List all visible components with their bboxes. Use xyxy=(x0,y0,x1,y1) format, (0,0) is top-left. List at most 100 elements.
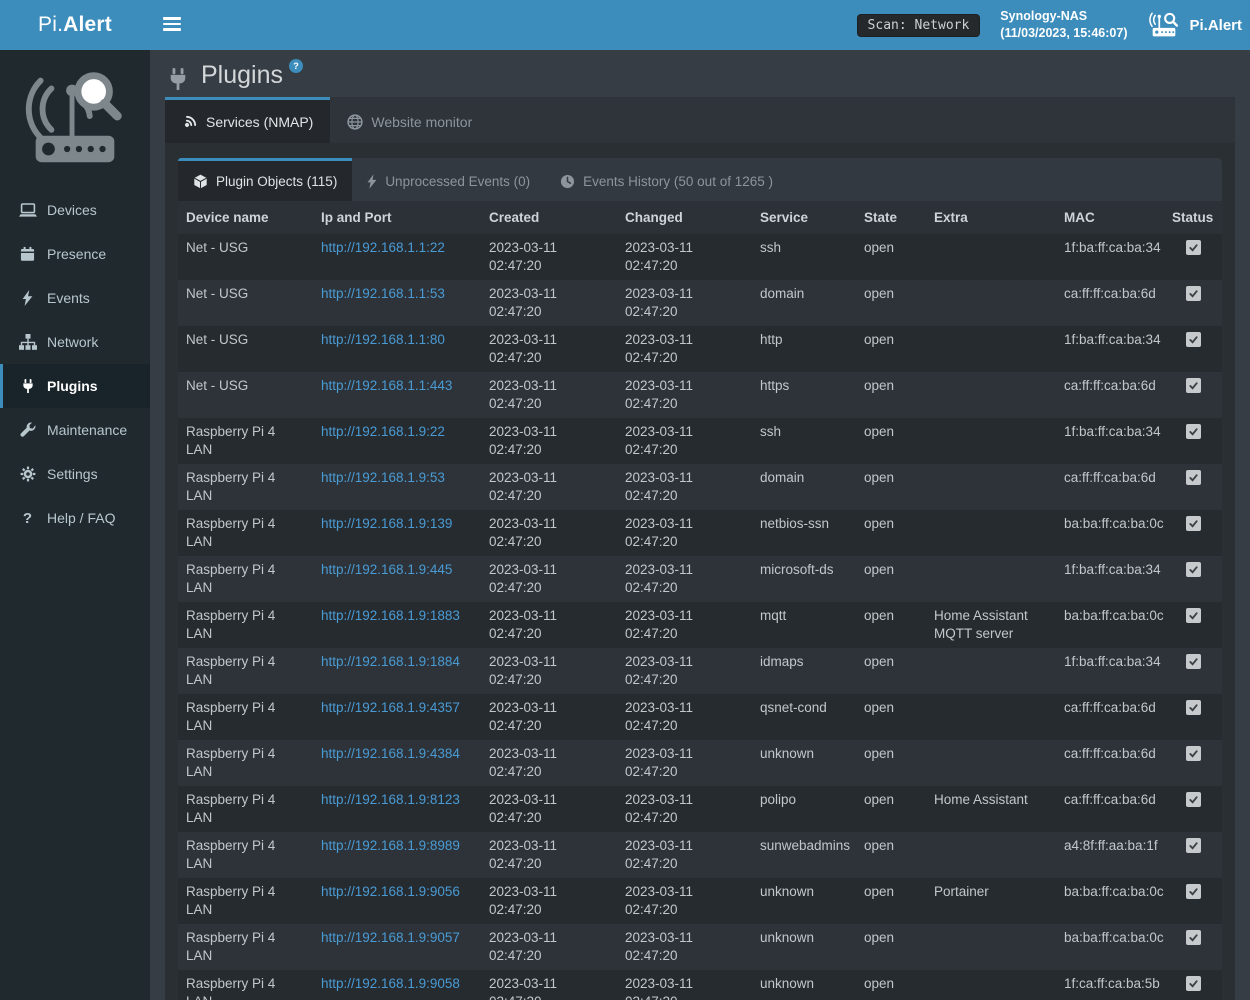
plug-icon xyxy=(167,67,189,96)
ip-port-link[interactable]: http://192.168.1.9:4384 xyxy=(321,746,460,761)
device-name-cell: Raspberry Pi 4 LAN xyxy=(186,746,276,779)
col-state: State xyxy=(856,201,926,234)
sitemap-icon xyxy=(18,334,37,351)
ip-port-link[interactable]: http://192.168.1.9:1884 xyxy=(321,654,460,669)
sidebar-toggle-icon[interactable] xyxy=(163,17,181,33)
ip-port-link[interactable]: http://192.168.1.9:9056 xyxy=(321,884,460,899)
ip-port-link[interactable]: http://192.168.1.1:22 xyxy=(321,240,445,255)
ip-port-link[interactable]: http://192.168.1.9:53 xyxy=(321,470,445,485)
status-checkbox[interactable] xyxy=(1185,562,1201,577)
sidebar-item-help[interactable]: ? Help / FAQ xyxy=(0,496,150,540)
help-badge[interactable]: ? xyxy=(289,59,303,73)
ip-port-link[interactable]: http://192.168.1.9:139 xyxy=(321,516,453,531)
service-cell: polipo xyxy=(760,792,797,807)
changed-cell: 2023-03-11 02:47:20 xyxy=(625,838,694,871)
status-cell xyxy=(1164,372,1222,418)
status-cell xyxy=(1164,878,1222,924)
sidebar-item-settings[interactable]: Settings xyxy=(0,452,150,496)
tab-services-nmap[interactable]: Services (NMAP) xyxy=(165,97,331,143)
status-checkbox[interactable] xyxy=(1185,608,1201,623)
subtab-unprocessed-events[interactable]: Unprocessed Events (0) xyxy=(352,158,545,201)
status-cell xyxy=(1164,786,1222,832)
question-icon: ? xyxy=(22,509,33,527)
service-cell: qsnet-cond xyxy=(760,700,827,715)
ip-port-link[interactable]: http://192.168.1.1:53 xyxy=(321,286,445,301)
sidebar-item-devices[interactable]: Devices xyxy=(0,188,150,232)
col-changed: Changed xyxy=(617,201,752,234)
service-cell: unknown xyxy=(760,884,815,899)
ip-port-link[interactable]: http://192.168.1.9:9058 xyxy=(321,976,460,991)
sidebar-item-presence[interactable]: Presence xyxy=(0,232,150,276)
table-row: Raspberry Pi 4 LAN http://192.168.1.9:139… xyxy=(178,510,1222,556)
ip-port-link[interactable]: http://192.168.1.9:22 xyxy=(321,424,445,439)
status-checkbox[interactable] xyxy=(1185,838,1201,853)
sidebar-item-network[interactable]: Network xyxy=(0,320,150,364)
extra-cell: Home Assistant xyxy=(934,792,1028,807)
wrench-icon xyxy=(18,422,37,439)
state-cell: open xyxy=(864,700,895,715)
top-navbar: Pi.Alert Scan: Network Synology-NAS (11/… xyxy=(0,0,1250,50)
state-cell: open xyxy=(864,562,895,577)
status-checkbox[interactable] xyxy=(1185,470,1201,485)
status-checkbox[interactable] xyxy=(1185,516,1201,531)
sidebar-item-maintenance[interactable]: Maintenance xyxy=(0,408,150,452)
status-checkbox[interactable] xyxy=(1185,884,1201,899)
app-logo[interactable]: Pi.Alert xyxy=(38,13,112,36)
extra-cell xyxy=(926,510,1056,556)
ip-port-link[interactable]: http://192.168.1.9:9057 xyxy=(321,930,460,945)
page-title: Plugins xyxy=(201,61,283,89)
ip-port-link[interactable]: http://192.168.1.9:8123 xyxy=(321,792,460,807)
ip-port-link[interactable]: http://192.168.1.9:8989 xyxy=(321,838,460,853)
mac-cell: ba:ba:ff:ca:ba:0c xyxy=(1064,884,1164,899)
subtab-events-history[interactable]: Events History (50 out of 1265 ) xyxy=(545,158,788,201)
plugin-subtabs: Plugin Objects (115) Unprocessed Events … xyxy=(178,158,1222,201)
sidebar-item-events[interactable]: Events xyxy=(0,276,150,320)
status-checkbox[interactable] xyxy=(1185,976,1201,991)
status-checkbox[interactable] xyxy=(1185,700,1201,715)
changed-cell: 2023-03-11 02:47:20 xyxy=(625,470,694,503)
created-cell: 2023-03-11 02:47:20 xyxy=(489,516,558,549)
clock-icon xyxy=(561,174,575,188)
device-name-cell: Raspberry Pi 4 LAN xyxy=(186,424,276,457)
changed-cell: 2023-03-11 02:47:20 xyxy=(625,654,694,687)
table-row: Raspberry Pi 4 LAN http://192.168.1.9:435… xyxy=(178,694,1222,740)
status-checkbox[interactable] xyxy=(1185,746,1201,761)
extra-cell xyxy=(926,418,1056,464)
service-cell: http xyxy=(760,332,783,347)
mac-cell: 1f:ba:ff:ca:ba:34 xyxy=(1064,654,1161,669)
status-checkbox[interactable] xyxy=(1185,654,1201,669)
ip-port-link[interactable]: http://192.168.1.9:1883 xyxy=(321,608,460,623)
tab-website-monitor[interactable]: Website monitor xyxy=(330,97,489,143)
state-cell: open xyxy=(864,424,895,439)
device-name-cell: Net - USG xyxy=(186,332,249,347)
sidebar-item-plugins[interactable]: Plugins xyxy=(0,364,150,408)
status-checkbox[interactable] xyxy=(1185,930,1201,945)
status-cell xyxy=(1164,740,1222,786)
created-cell: 2023-03-11 02:47:20 xyxy=(489,240,558,273)
extra-cell xyxy=(926,372,1056,418)
cube-icon xyxy=(194,174,207,188)
changed-cell: 2023-03-11 02:47:20 xyxy=(625,286,694,319)
table-row: Raspberry Pi 4 LAN http://192.168.1.9:905… xyxy=(178,878,1222,924)
changed-cell: 2023-03-11 02:47:20 xyxy=(625,976,694,1000)
mac-cell: ba:ba:ff:ca:ba:0c xyxy=(1064,608,1164,623)
created-cell: 2023-03-11 02:47:20 xyxy=(489,332,558,365)
ip-port-link[interactable]: http://192.168.1.9:4357 xyxy=(321,700,460,715)
status-checkbox[interactable] xyxy=(1185,792,1201,807)
status-checkbox[interactable] xyxy=(1185,240,1201,255)
ip-port-link[interactable]: http://192.168.1.1:443 xyxy=(321,378,453,393)
service-cell: netbios-ssn xyxy=(760,516,830,531)
changed-cell: 2023-03-11 02:47:20 xyxy=(625,562,694,595)
status-checkbox[interactable] xyxy=(1185,332,1201,347)
status-checkbox[interactable] xyxy=(1185,424,1201,439)
status-cell xyxy=(1164,648,1222,694)
status-checkbox[interactable] xyxy=(1185,378,1201,393)
ip-port-link[interactable]: http://192.168.1.1:80 xyxy=(321,332,445,347)
plugin-panel: Plugin Objects (115) Unprocessed Events … xyxy=(178,158,1222,1000)
changed-cell: 2023-03-11 02:47:20 xyxy=(625,884,694,917)
table-row: Net - USG http://192.168.1.1:80 2023-03-11… xyxy=(178,326,1222,372)
service-cell: domain xyxy=(760,470,805,485)
ip-port-link[interactable]: http://192.168.1.9:445 xyxy=(321,562,453,577)
subtab-plugin-objects[interactable]: Plugin Objects (115) xyxy=(178,158,353,201)
status-checkbox[interactable] xyxy=(1185,286,1201,301)
